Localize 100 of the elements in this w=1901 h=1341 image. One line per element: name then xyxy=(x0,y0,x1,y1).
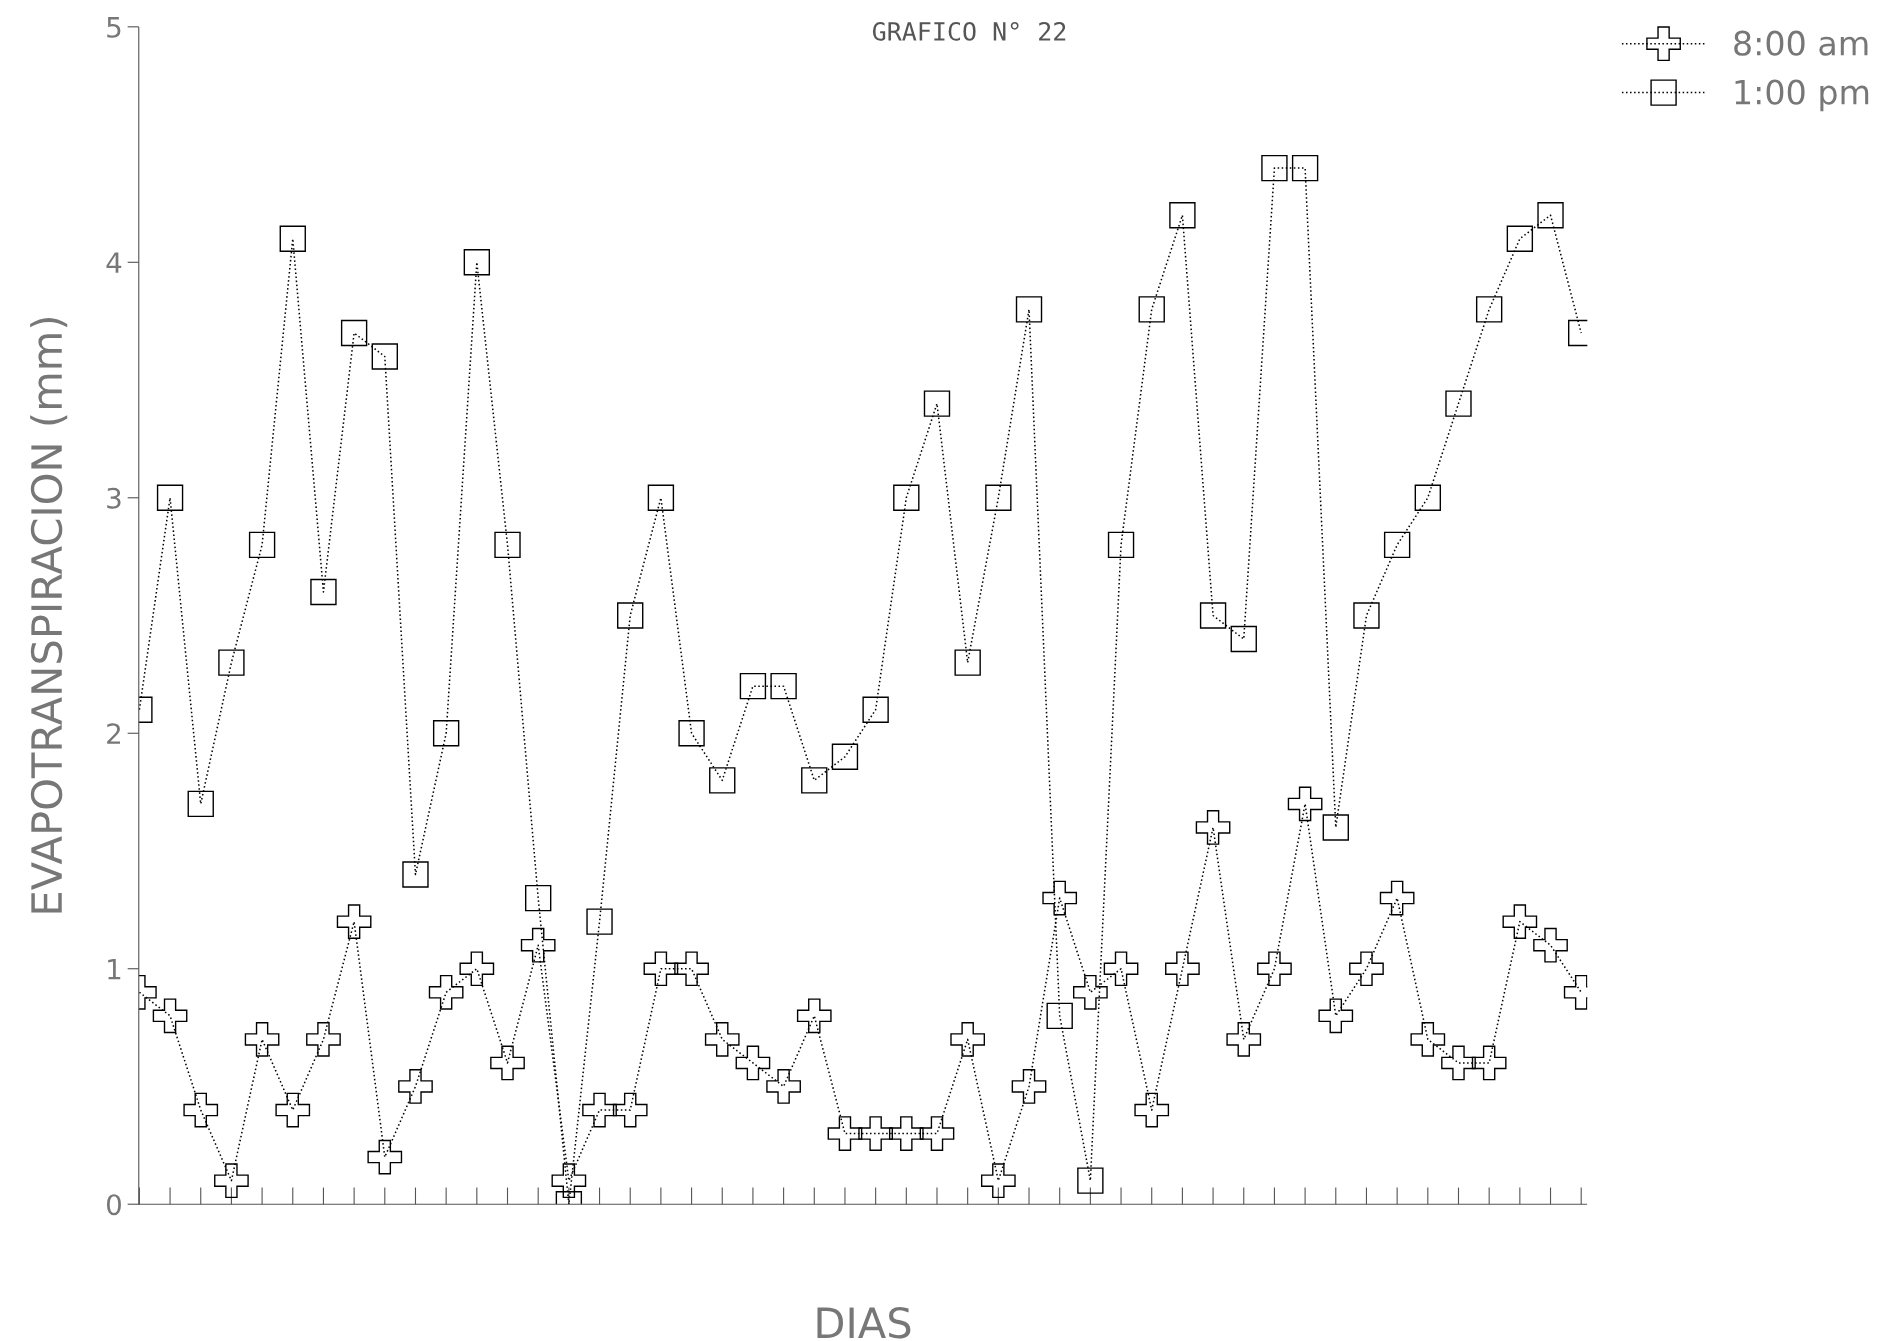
point xyxy=(919,1116,955,1151)
point xyxy=(1195,810,1231,845)
point xyxy=(432,720,460,747)
point xyxy=(1410,1022,1446,1057)
point xyxy=(766,1069,801,1104)
point xyxy=(1349,951,1384,987)
point xyxy=(1441,1045,1476,1081)
point xyxy=(183,1092,219,1128)
point xyxy=(1318,998,1354,1034)
point xyxy=(1445,390,1472,417)
point xyxy=(770,672,797,700)
point xyxy=(1322,814,1349,841)
point xyxy=(218,649,245,676)
point xyxy=(612,1092,648,1128)
y-tick-label: 0 xyxy=(106,1194,121,1216)
point xyxy=(187,790,214,818)
chart-title: GRAFICO N° 22 xyxy=(872,21,1066,41)
point xyxy=(735,1045,771,1081)
point xyxy=(674,951,709,987)
point xyxy=(490,1045,525,1081)
point xyxy=(1537,202,1564,229)
point xyxy=(831,743,859,771)
point xyxy=(796,998,832,1034)
point xyxy=(858,1116,893,1151)
point xyxy=(1353,602,1380,629)
point xyxy=(1291,154,1319,182)
point xyxy=(152,998,188,1034)
point xyxy=(1042,880,1078,916)
point xyxy=(520,927,556,963)
point xyxy=(275,1092,311,1128)
point xyxy=(1169,202,1196,229)
point xyxy=(428,974,464,1010)
x-axis-title: DIAS xyxy=(817,1307,911,1339)
point xyxy=(248,531,276,559)
point xyxy=(1011,1069,1047,1104)
point xyxy=(214,1163,249,1199)
point xyxy=(893,484,920,511)
legend-label: 1:00 pm xyxy=(1735,79,1869,112)
point xyxy=(398,1069,433,1104)
y-tick-label: 4 xyxy=(106,252,122,273)
point xyxy=(306,1022,341,1057)
point xyxy=(617,602,644,629)
point xyxy=(586,908,613,935)
y-tick-label: 1 xyxy=(108,959,121,980)
point xyxy=(367,1139,403,1175)
point xyxy=(950,1022,986,1057)
y-tick-label: 5 xyxy=(107,17,121,38)
point xyxy=(827,1116,863,1151)
point xyxy=(647,484,675,511)
point xyxy=(582,1092,617,1128)
point xyxy=(340,319,368,347)
point xyxy=(524,884,552,912)
point xyxy=(463,249,491,276)
point xyxy=(1471,1045,1507,1081)
point xyxy=(310,578,337,606)
point xyxy=(402,861,429,888)
point xyxy=(459,951,495,987)
point xyxy=(1383,531,1411,559)
point xyxy=(888,1116,924,1151)
point xyxy=(1165,951,1200,987)
point xyxy=(1103,951,1139,987)
point xyxy=(1261,154,1288,182)
point xyxy=(1506,225,1534,252)
point xyxy=(862,696,889,723)
point xyxy=(1475,296,1503,323)
point xyxy=(336,904,372,940)
point xyxy=(1138,296,1165,323)
point xyxy=(1199,602,1227,629)
point xyxy=(1046,1002,1073,1030)
point xyxy=(1015,296,1043,323)
point xyxy=(1502,904,1538,940)
point xyxy=(923,390,951,417)
point xyxy=(980,1163,1016,1199)
point xyxy=(1230,625,1257,653)
point xyxy=(1257,951,1292,987)
point xyxy=(244,1022,280,1057)
point xyxy=(801,767,828,794)
y-axis-title: EVAPOTRANSPIRACION (mm) xyxy=(30,318,68,913)
point xyxy=(156,484,184,511)
point xyxy=(1134,1092,1170,1128)
point xyxy=(1107,531,1135,559)
point xyxy=(1226,1022,1262,1057)
point xyxy=(494,531,521,559)
point xyxy=(739,672,767,700)
point xyxy=(1533,927,1568,963)
point xyxy=(371,343,398,370)
point xyxy=(1073,974,1108,1010)
point xyxy=(551,1163,587,1199)
legend-label: 8:00 am xyxy=(1734,30,1868,56)
y-tick-label: 2 xyxy=(107,723,121,744)
point xyxy=(704,1022,740,1057)
point xyxy=(1379,880,1415,916)
point xyxy=(954,649,981,676)
point xyxy=(678,720,705,747)
point xyxy=(1077,1167,1104,1194)
y-tick-label: 3 xyxy=(107,487,121,509)
point xyxy=(643,951,679,987)
point xyxy=(1287,786,1323,822)
point xyxy=(709,767,736,794)
point xyxy=(985,484,1012,511)
